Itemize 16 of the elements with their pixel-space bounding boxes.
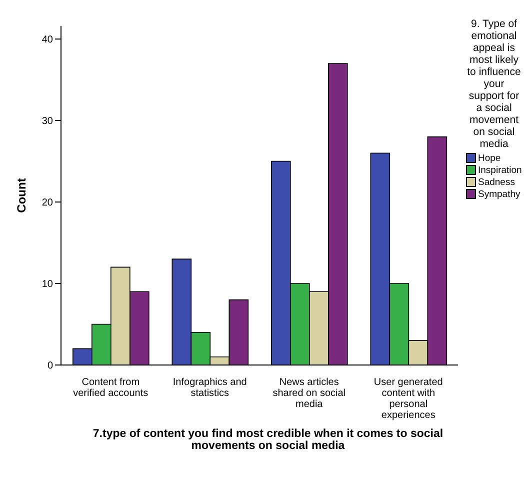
x-tick-label: Content from verified accounts — [73, 377, 148, 399]
legend-label: Hope — [478, 152, 501, 164]
x-tick-label: News articles shared on social media — [272, 377, 346, 410]
y-tick-label: 40 — [42, 34, 54, 46]
legend-label: Sadness — [478, 176, 515, 188]
text: 9. Type of emotional appeal is most likely to influence your support for a social movement on social media — [467, 18, 521, 150]
x-axis-title: 7.type of content you find most credible when it comes to social movements on social media — [92, 428, 444, 452]
y-tick-label: 0 — [47, 360, 54, 372]
x-tick-label: User generated content with personal experiences — [374, 377, 443, 421]
y-tick-label: 30 — [42, 116, 54, 128]
y-axis-title: Count — [14, 178, 28, 213]
legend-label: Sympathy — [478, 188, 520, 200]
y-tick-label: 20 — [42, 198, 54, 209]
legend-label: Inspiration — [478, 164, 522, 176]
y-tick-label: 10 — [42, 279, 54, 290]
x-tick-label: Infographics and statistics — [172, 377, 247, 399]
